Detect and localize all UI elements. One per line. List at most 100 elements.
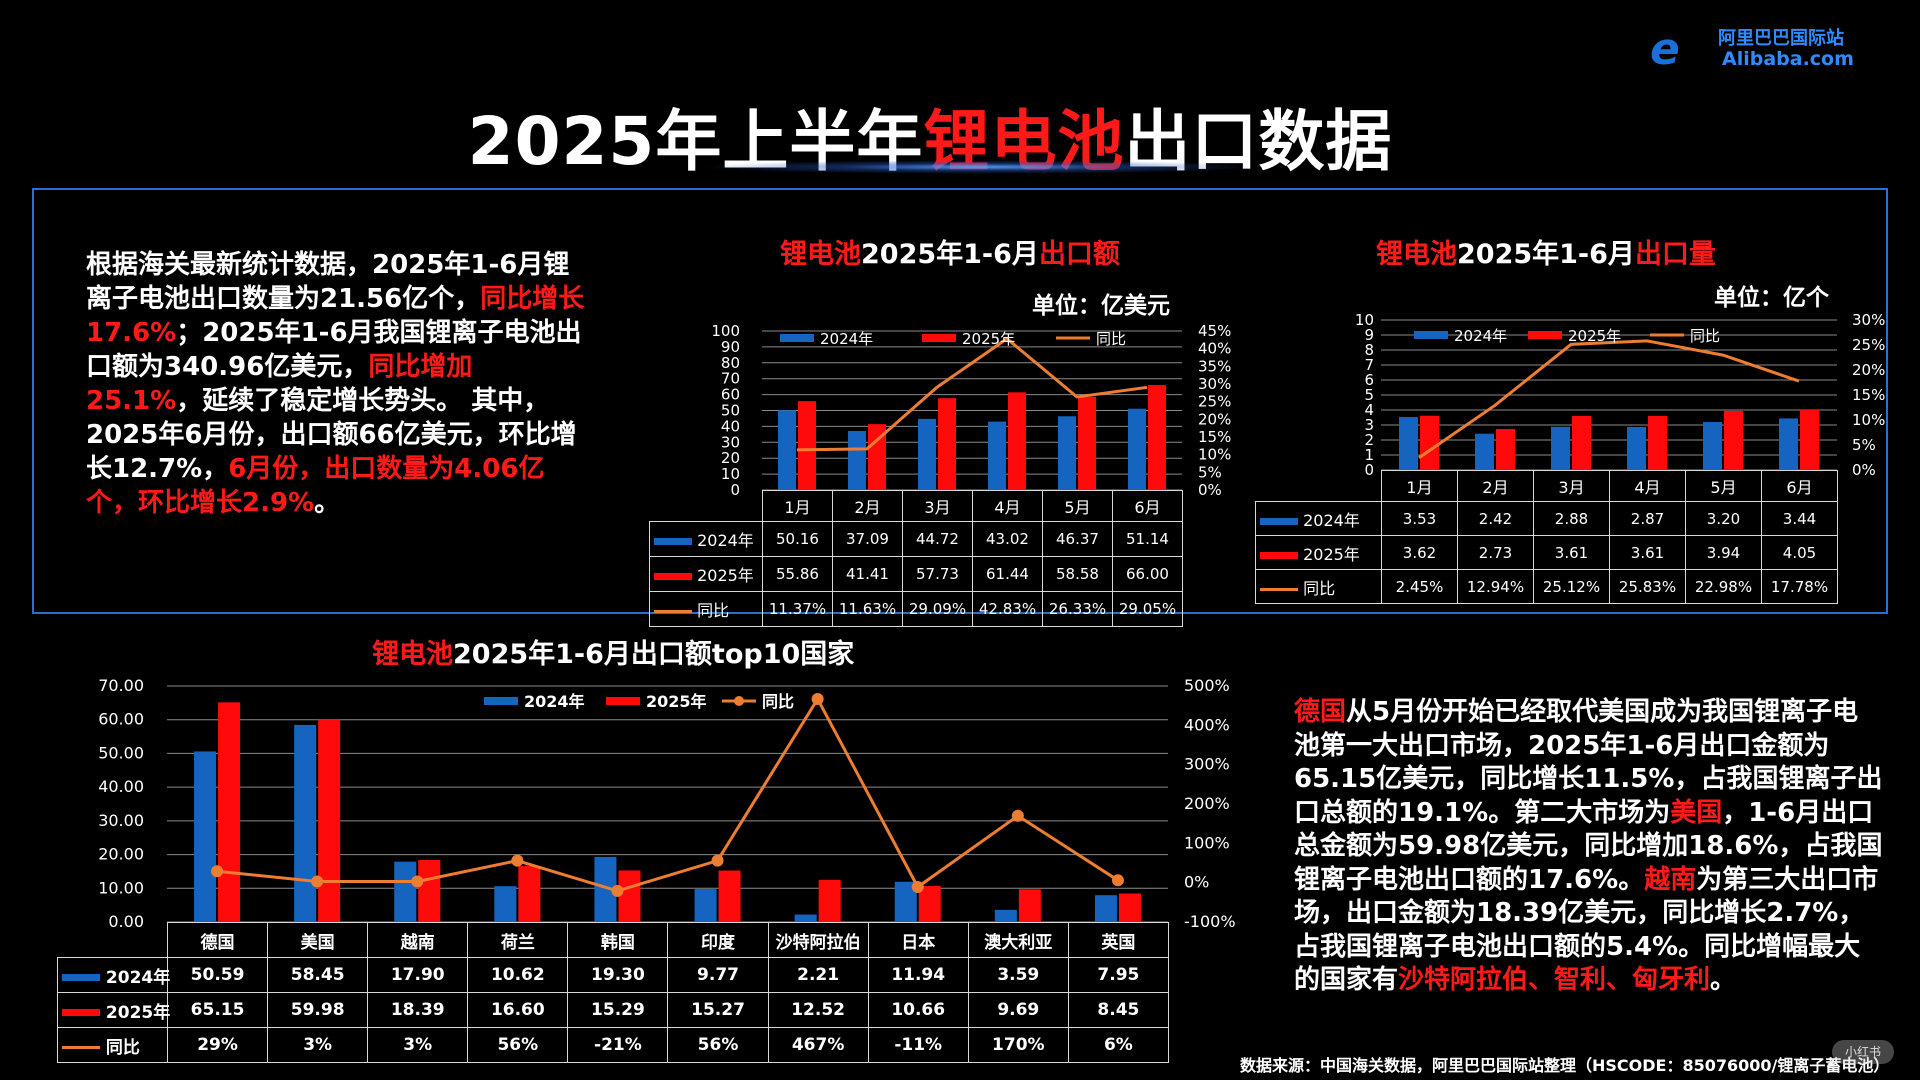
chart2-unit: 单位：亿个 xyxy=(1714,285,1829,311)
chart2-data-table: 1月 2月 3月 4月 5月 6月 2024年 3.53 2.42 2.88 2.87 3.20 3.… xyxy=(1255,470,1838,604)
y-left-tick-label: 70.00 xyxy=(98,676,144,695)
data-label: 11.37% xyxy=(762,591,833,627)
title-glow xyxy=(700,160,1260,174)
y-left-tick-label: 20.00 xyxy=(98,845,144,864)
y-right-tick-label: 25% xyxy=(1198,393,1231,411)
summary-segment: 同比增加25.1% xyxy=(86,352,473,416)
series-header: 2024年 xyxy=(649,521,763,557)
y-right-tick-label: -100% xyxy=(1184,912,1236,931)
bar-2025 xyxy=(918,886,941,922)
table-row: 2024年 50.16 37.09 44.72 43.02 46.37 51.14 xyxy=(649,521,1183,557)
data-label: 55.86 xyxy=(762,556,833,592)
y-right-tick-label: 0% xyxy=(1852,461,1876,479)
data-label: -21% xyxy=(567,1027,669,1063)
bar-2024 xyxy=(848,431,866,490)
watermark: 小红书 xyxy=(1832,1040,1894,1064)
data-label: 26.33% xyxy=(1042,591,1113,627)
yoy-point xyxy=(811,692,824,705)
table-row: 同比 29% 3% 3% 56% -21% 56% 467% -11% 170% 6% xyxy=(57,1027,1169,1063)
yoy-point xyxy=(511,854,524,867)
y-right-tick-label: 30% xyxy=(1198,375,1231,393)
data-label: 25.83% xyxy=(1609,569,1686,604)
summary-segment: ；2025年1-6月我国锂离子电池出口额为340.96亿美元， xyxy=(86,318,582,382)
category-label: 4月 xyxy=(1609,470,1686,502)
y-right-tick-label: 40% xyxy=(1198,340,1231,358)
bar-2024 xyxy=(694,889,717,922)
data-label: 46.37 xyxy=(1042,521,1113,557)
analysis-segment: 美国 xyxy=(1670,797,1723,828)
series-header: 2024年 xyxy=(57,957,170,993)
series-name: 同比 xyxy=(1298,578,1336,598)
y-left-tick-label: 20 xyxy=(721,449,740,467)
data-label: 3.62 xyxy=(1381,535,1458,570)
category-label: 4月 xyxy=(972,490,1043,522)
y-left-tick-label: 5 xyxy=(1364,386,1374,404)
bar-2025 xyxy=(618,870,641,922)
category-label: 韩国 xyxy=(567,922,669,958)
yoy-point xyxy=(711,854,724,867)
data-label: 4.05 xyxy=(1761,535,1838,570)
y-left-tick-label: 40 xyxy=(721,417,740,435)
data-label: 50.59 xyxy=(166,957,269,993)
y-right-tick-label: 5% xyxy=(1198,463,1222,481)
data-label: 29.09% xyxy=(902,591,973,627)
data-label: 57.73 xyxy=(902,556,973,592)
data-label: 10.66 xyxy=(867,992,969,1028)
page-title: 2025年上半年锂电池出口数据 xyxy=(0,88,1860,184)
data-label: 25.12% xyxy=(1533,569,1610,604)
data-label: 65.15 xyxy=(166,992,269,1028)
yoy-point xyxy=(211,865,224,878)
y-right-tick-label: 15% xyxy=(1852,386,1885,404)
legend-swatch-2024 xyxy=(1414,331,1448,339)
data-label: 2.73 xyxy=(1457,535,1534,570)
chart1-title-white: 2025年1-6月 xyxy=(861,239,1039,270)
data-label: 11.63% xyxy=(832,591,903,627)
data-label: 41.41 xyxy=(832,556,903,592)
analysis-segment: ，1-6月出口总金额为59.98亿美元，同比增加18.6%，占我国锂离子电池出口… xyxy=(1294,797,1883,895)
bar-2025 xyxy=(938,398,956,490)
y-left-tick-label: 3 xyxy=(1364,416,1374,434)
y-right-tick-label: 500% xyxy=(1184,676,1230,695)
data-label: 2.88 xyxy=(1533,501,1610,536)
summary-segment: 根据海关最新统计数据，2025年1-6月锂离子电池出口数量为21.56亿个， xyxy=(86,250,570,314)
category-label: 德国 xyxy=(166,922,269,958)
series-swatch xyxy=(654,538,692,545)
bar-2025 xyxy=(868,424,886,490)
yoy-line xyxy=(796,336,1148,452)
data-label: 58.45 xyxy=(267,957,369,993)
y-left-tick-label: 80 xyxy=(721,354,740,372)
legend-swatch-2025 xyxy=(1528,331,1562,339)
y-left-tick-label: 0 xyxy=(1364,461,1374,479)
table-corner xyxy=(650,491,763,522)
bar-2025 xyxy=(218,702,241,922)
data-label: 3.61 xyxy=(1533,535,1610,570)
chart2-title-red-2: 出口量 xyxy=(1634,239,1716,270)
data-label: 3% xyxy=(267,1027,369,1063)
data-label: 9.69 xyxy=(967,992,1069,1028)
category-label: 1月 xyxy=(762,490,833,522)
y-right-tick-label: 20% xyxy=(1852,361,1885,379)
summary-segment: 同比增长17.6% xyxy=(86,284,585,348)
y-right-tick-label: 300% xyxy=(1184,755,1230,774)
series-header: 2024年 xyxy=(1255,501,1382,536)
y-right-tick-label: 20% xyxy=(1198,410,1231,428)
bar-2024 xyxy=(1551,426,1570,470)
legend-label-2025: 2025年 xyxy=(962,330,1015,348)
category-row: 德国 美国 越南 荷兰 韩国 印度 沙特阿拉伯 日本 澳大利亚 英国 xyxy=(58,922,1169,958)
category-label: 英国 xyxy=(1067,922,1169,958)
bar-2025 xyxy=(1496,429,1515,470)
bar-2024 xyxy=(1128,408,1146,490)
category-label: 印度 xyxy=(667,922,769,958)
data-label: 22.98% xyxy=(1685,569,1762,604)
yoy-point xyxy=(1111,874,1124,887)
y-left-tick-label: 60.00 xyxy=(98,710,144,729)
analysis-segment: 德国 xyxy=(1294,697,1347,727)
chart3-title-red-1: 锂电池 xyxy=(372,639,453,670)
bar-2024 xyxy=(1399,417,1418,470)
bar-2024 xyxy=(1058,416,1076,490)
chart1-data-table: 1月 2月 3月 4月 5月 6月 2024年 50.16 37.09 44.72 43.02 46… xyxy=(649,490,1183,627)
y-right-tick-label: 0% xyxy=(1184,873,1209,892)
series-swatch xyxy=(654,573,692,580)
data-label: 44.72 xyxy=(902,521,973,557)
bar-2025 xyxy=(1078,396,1096,490)
